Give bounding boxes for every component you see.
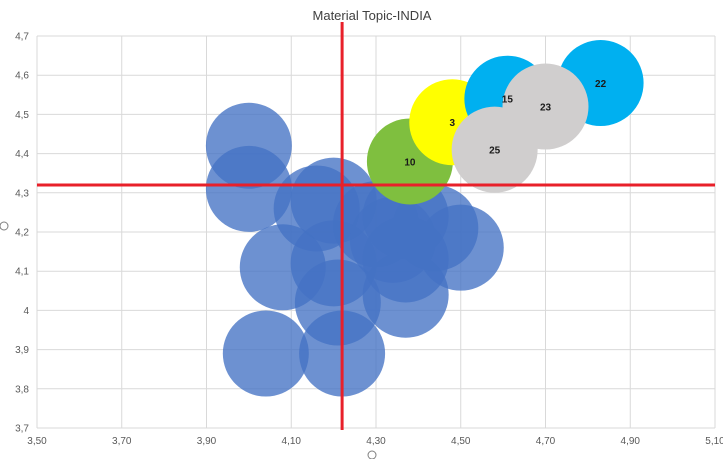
y-tick-label: 4,4 [15, 149, 29, 160]
x-tick-label: 5,10 [705, 436, 723, 447]
bubble-blue [205, 145, 292, 232]
bubble-label: 23 [540, 103, 552, 114]
bubble-label: 10 [404, 157, 416, 168]
x-tick-label: 4,30 [366, 436, 386, 447]
resize-handle-left[interactable] [0, 221, 9, 231]
y-tick-label: 3,9 [15, 345, 29, 356]
x-tick-label: 4,90 [621, 436, 641, 447]
x-tick-label: 3,70 [112, 436, 132, 447]
y-tick-label: 4,3 [15, 188, 29, 199]
bubble-blue [417, 204, 504, 291]
x-tick-label: 3,50 [27, 436, 47, 447]
y-tick-label: 4,6 [15, 71, 29, 82]
y-tick-label: 3,8 [15, 384, 29, 395]
chart-title: Material Topic-INDIA [313, 8, 432, 23]
y-tick-label: 4,5 [15, 110, 29, 121]
x-tick-label: 4,50 [451, 436, 471, 447]
bubble-label: 25 [489, 146, 501, 157]
y-tick-label: 3,7 [15, 424, 29, 435]
bubble-label: 22 [595, 79, 607, 90]
bubble-gray-25 [451, 106, 538, 193]
reference-lines [37, 22, 715, 430]
y-tick-label: 4,7 [15, 32, 29, 43]
x-tick-label: 4,10 [282, 436, 302, 447]
y-tick-label: 4,1 [15, 267, 29, 278]
bubble-labels: 10 3 15 22 23 25 [404, 79, 606, 168]
resize-handle-bottom[interactable] [367, 450, 377, 460]
x-tick-label: 3,90 [197, 436, 217, 447]
bubble-label: 3 [449, 118, 455, 129]
y-axis-ticks: 3,7 3,8 3,9 4 4,1 4,2 4,3 4,4 4,5 4,6 4,7 [15, 32, 29, 435]
y-tick-label: 4,2 [15, 228, 29, 239]
y-tick-label: 4 [23, 306, 29, 317]
bubble-label: 15 [502, 95, 514, 106]
x-tick-label: 4,70 [536, 436, 556, 447]
bubble-blue [222, 310, 309, 397]
x-axis-ticks: 3,50 3,70 3,90 4,10 4,30 4,50 4,70 4,90 5,10 [27, 436, 723, 447]
bubbles [205, 40, 644, 397]
